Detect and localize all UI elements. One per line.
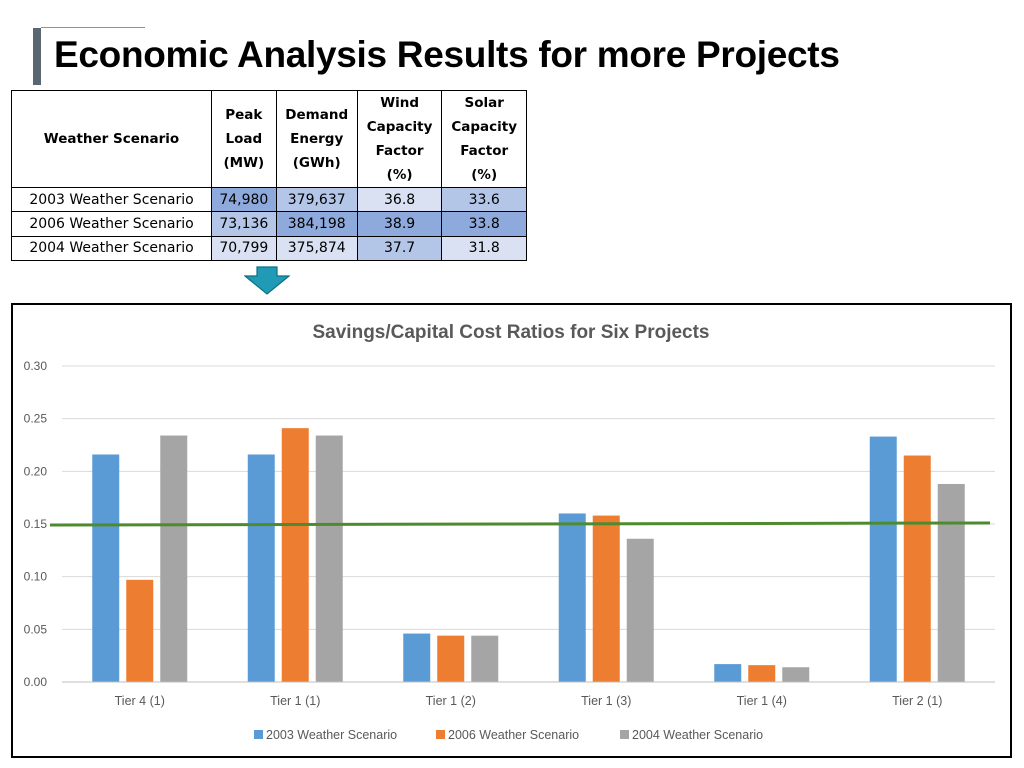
bar: [903, 455, 931, 682]
header-line: Wind: [380, 95, 419, 111]
bar: [403, 633, 431, 682]
header-line: (%): [386, 167, 413, 183]
legend-swatch: [254, 730, 263, 739]
cell-solar: 31.8: [441, 235, 527, 262]
cell-scenario: 2003 Weather Scenario: [11, 186, 212, 213]
x-tick-label: Tier 4 (1): [115, 694, 165, 708]
weather-scenario-table: Weather Scenario Peak Load (MW) Demand E…: [11, 90, 527, 262]
table-header-row: Weather Scenario Peak Load (MW) Demand E…: [11, 90, 527, 188]
cell-demand-energy: 384,198: [275, 211, 358, 237]
cell-wind: 36.8: [356, 186, 443, 213]
x-tick-label: Tier 1 (4): [737, 694, 787, 708]
cell-solar: 33.6: [441, 186, 527, 213]
y-tick-label: 0.05: [24, 622, 48, 636]
bar: [315, 435, 343, 682]
header-wind-capacity-factor: Wind Capacity Factor (%): [356, 90, 443, 188]
cell-scenario: 2006 Weather Scenario: [11, 211, 212, 237]
header-line: Factor: [460, 143, 509, 159]
x-tick-label: Tier 1 (1): [270, 694, 320, 708]
header-solar-capacity-factor: Solar Capacity Factor (%): [441, 90, 527, 188]
threshold-line: [49, 521, 991, 527]
cell-peak-load: 74,980: [211, 186, 277, 213]
cell-wind: 37.7: [356, 235, 443, 262]
bar: [247, 454, 275, 682]
header-line: Solar: [464, 95, 504, 111]
cell-peak-load: 70,799: [211, 235, 277, 262]
chart-title: Savings/Capital Cost Ratios for Six Proj…: [313, 322, 710, 343]
header-line: Factor: [375, 143, 424, 159]
bar: [160, 435, 188, 682]
header-line: (GWh): [292, 155, 341, 171]
legend-swatch: [436, 730, 445, 739]
cell-demand-energy: 375,874: [275, 235, 358, 262]
header-line: (%): [471, 167, 498, 183]
bar: [92, 454, 120, 682]
cell-demand-energy: 379,637: [275, 186, 358, 213]
cell-scenario: 2004 Weather Scenario: [11, 235, 212, 262]
x-tick-label: Tier 1 (3): [581, 694, 631, 708]
page-title: Economic Analysis Results for more Proje…: [54, 34, 840, 75]
y-tick-label: 0.30: [24, 359, 48, 373]
x-tick-label: Tier 2 (1): [892, 694, 942, 708]
cell-solar: 33.8: [441, 211, 527, 237]
header-line: Capacity: [366, 119, 433, 135]
bar: [937, 483, 965, 682]
header-line: Demand: [285, 107, 349, 123]
header-line: Energy: [290, 131, 344, 147]
bar: [281, 428, 309, 682]
y-tick-label: 0.20: [24, 464, 48, 478]
header-line: Peak: [225, 107, 263, 123]
header-line: Load: [225, 131, 263, 147]
y-tick-label: 0.15: [24, 517, 48, 531]
header-peak-load: Peak Load (MW): [211, 90, 277, 188]
legend-label: 2003 Weather Scenario: [266, 728, 397, 742]
bar: [626, 538, 654, 682]
legend-label: 2006 Weather Scenario: [448, 728, 579, 742]
bar: [748, 665, 776, 682]
legend-swatch: [620, 730, 629, 739]
bar: [714, 664, 742, 682]
title-accent-bar: [33, 28, 41, 85]
bar: [592, 515, 620, 682]
bar: [471, 635, 499, 682]
x-tick-label: Tier 1 (2): [426, 694, 476, 708]
header-line: Capacity: [451, 119, 518, 135]
table-row: 2004 Weather Scenario 70,799 375,874 37.…: [11, 235, 527, 262]
bar: [126, 579, 154, 682]
y-tick-label: 0.00: [24, 675, 48, 689]
title-accent-line: [41, 27, 145, 28]
bar: [437, 635, 465, 682]
y-tick-label: 0.10: [24, 570, 48, 584]
bar: [869, 436, 897, 682]
down-arrow-icon: [244, 266, 290, 295]
table-row: 2003 Weather Scenario 74,980 379,637 36.…: [11, 186, 527, 213]
bar: [558, 513, 586, 682]
legend-label: 2004 Weather Scenario: [632, 728, 763, 742]
bar: [782, 667, 810, 682]
header-line: (MW): [223, 155, 265, 171]
header-weather-scenario: Weather Scenario: [11, 90, 212, 188]
y-tick-label: 0.25: [24, 412, 48, 426]
